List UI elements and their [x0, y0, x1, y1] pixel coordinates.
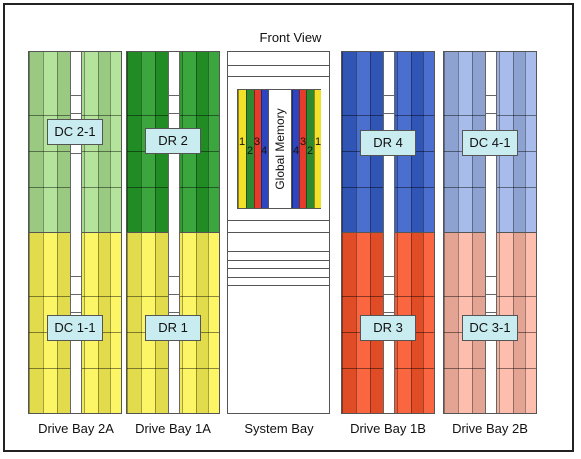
dc-2-1-label: DC 2-1 [47, 119, 103, 145]
drive-slot [29, 52, 43, 232]
center-notch [169, 293, 179, 295]
center-column [168, 52, 180, 413]
center-notch [169, 113, 179, 115]
system-slot [228, 76, 329, 77]
center-notch [71, 311, 81, 313]
system-slot [228, 268, 329, 269]
drive-slot [127, 232, 141, 413]
dr-3-label: DR 3 [360, 315, 416, 341]
memory-bar-red-right [299, 90, 306, 208]
system-slot [228, 251, 329, 252]
center-notch [71, 153, 81, 155]
center-notch [384, 95, 394, 97]
system-bay: Global Memory 1 2 3 4 4 3 2 1 [227, 51, 330, 414]
center-notch [486, 95, 496, 97]
drive-slot [444, 232, 458, 413]
memory-bar-blue-left [261, 90, 268, 208]
drive-slot [110, 232, 121, 413]
memory-bar-yellow-left [238, 90, 246, 208]
drive-slot [342, 52, 356, 232]
drive-slot [208, 52, 219, 232]
memory-number: 4 [261, 145, 268, 157]
memory-number: 3 [300, 136, 307, 148]
center-column [70, 52, 82, 413]
drive-slot [110, 52, 121, 232]
memory-bar-red-left [254, 90, 261, 208]
drive-slot [444, 52, 458, 232]
system-slot [228, 220, 329, 221]
center-notch [169, 275, 179, 277]
center-notch [486, 311, 496, 313]
drive-bay-1a: DR 2 DR 1 [126, 51, 220, 414]
drive-bay-2b: DC 4-1 DC 3-1 [443, 51, 537, 414]
center-notch [384, 293, 394, 295]
drive-slot [208, 232, 219, 413]
center-notch [486, 293, 496, 295]
memory-number: 4 [293, 145, 300, 157]
global-memory: Global Memory [268, 90, 292, 208]
drive-slot [29, 232, 43, 413]
drive-bay-1a-caption: Drive Bay 1A [135, 421, 211, 436]
system-slot [228, 260, 329, 261]
drive-slot [423, 232, 434, 413]
memory-bar-blue-right [292, 90, 299, 208]
system-bay-caption: System Bay [244, 421, 314, 436]
global-memory-label: Global Memory [273, 108, 287, 190]
dc-1-1-label: DC 1-1 [47, 315, 103, 341]
memory-number: 2 [307, 145, 314, 157]
system-slot [228, 285, 329, 286]
memory-number: 1 [239, 136, 246, 148]
center-notch [169, 95, 179, 97]
drive-bay-2b-caption: Drive Bay 2B [452, 421, 528, 436]
drive-slot [423, 52, 434, 232]
memory-bar-green-right [306, 90, 314, 208]
global-memory-module: Global Memory 1 2 3 4 4 3 2 1 [237, 89, 321, 209]
memory-number: 1 [315, 136, 322, 148]
center-notch [384, 311, 394, 313]
system-slot [228, 277, 329, 278]
drive-slot [525, 52, 536, 232]
memory-number: 2 [247, 145, 254, 157]
drive-bay-1b: DR 4 DR 3 [341, 51, 435, 414]
drive-slot [127, 52, 141, 232]
dr-4-label: DR 4 [360, 130, 416, 156]
memory-number: 3 [254, 136, 261, 148]
dr-1-label: DR 1 [145, 315, 201, 341]
center-column [485, 52, 497, 413]
memory-bar-yellow-right [314, 90, 321, 208]
drive-bay-1b-caption: Drive Bay 1B [350, 421, 426, 436]
center-notch [384, 113, 394, 115]
memory-bar-green-left [246, 90, 254, 208]
center-column [383, 52, 395, 413]
center-notch [71, 293, 81, 295]
center-notch [486, 113, 496, 115]
center-notch [384, 275, 394, 277]
system-slot [228, 232, 329, 233]
drive-slot [342, 232, 356, 413]
center-notch [486, 275, 496, 277]
center-notch [169, 311, 179, 313]
diagram-title: Front View [259, 30, 322, 45]
center-notch [71, 275, 81, 277]
drive-bay-1a-bottom [127, 232, 219, 413]
center-notch [71, 95, 81, 97]
dr-2-label: DR 2 [145, 128, 201, 154]
drive-bay-2a: DC 2-1 DC 1-1 [28, 51, 122, 414]
drive-slot [525, 232, 536, 413]
drive-bay-2a-caption: Drive Bay 2A [38, 421, 114, 436]
center-notch [71, 113, 81, 115]
dc-4-1-label: DC 4-1 [462, 130, 518, 156]
dc-3-1-label: DC 3-1 [462, 315, 518, 341]
system-slot [228, 65, 329, 66]
